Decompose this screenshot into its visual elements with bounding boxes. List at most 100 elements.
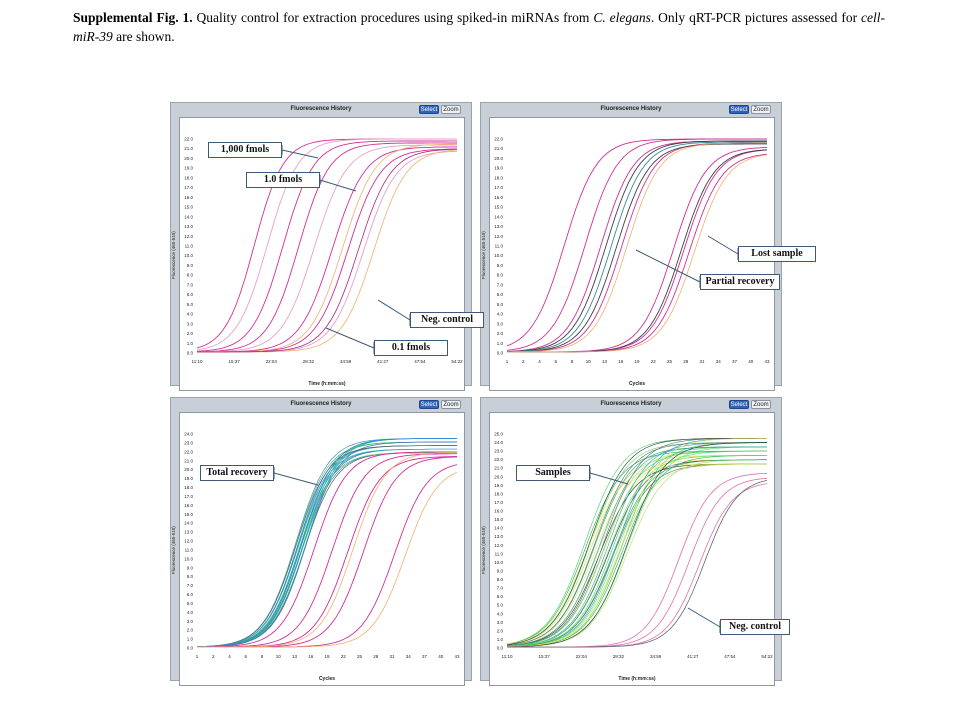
amplification-curve <box>197 451 458 648</box>
y-tick-label: 10.0 <box>494 253 503 258</box>
amplification-plot: 0.01.02.03.04.05.06.07.08.09.010.011.012… <box>184 432 460 660</box>
y-tick-label: 13.0 <box>494 534 503 539</box>
amplification-curve <box>506 442 767 648</box>
x-tick-label: 16 <box>618 359 624 364</box>
y-tick-label: 17.0 <box>494 500 503 505</box>
x-tick-label: 37 <box>422 654 428 659</box>
x-tick-label: 47:54 <box>414 359 426 364</box>
x-tick-label: 25 <box>667 359 673 364</box>
x-tick-label: 16 <box>308 654 314 659</box>
y-tick-label: 11.0 <box>495 244 504 249</box>
y-tick-label: 11.0 <box>185 547 194 552</box>
label-neg-control-bottom: Neg. control <box>720 619 790 635</box>
panel-title: Fluorescence History <box>600 401 662 407</box>
amplification-curve <box>196 142 457 353</box>
y-tick-label: 2.0 <box>497 628 504 633</box>
y-tick-label: 7.0 <box>187 583 194 588</box>
y-tick-label: 6.0 <box>187 292 194 297</box>
x-tick-label: 25 <box>357 654 363 659</box>
y-tick-label: 9.0 <box>187 565 194 570</box>
amplification-curve <box>197 464 458 648</box>
y-tick-label: 10.0 <box>184 253 193 258</box>
x-tick-label: 34 <box>716 359 722 364</box>
x-tick-label: 2 <box>212 654 215 659</box>
x-axis-label: Time (h:mm:ss) <box>308 381 346 387</box>
y-tick-label: 1.0 <box>497 637 504 642</box>
y-tick-label: 14.0 <box>494 526 503 531</box>
y-tick-label: 6.0 <box>187 592 194 597</box>
y-tick-label: 1.0 <box>187 637 194 642</box>
amplification-curve <box>196 448 457 648</box>
y-tick-label: 0.0 <box>187 646 194 651</box>
amplification-curve <box>196 144 457 353</box>
x-tick-label: 47:54 <box>724 654 736 659</box>
y-tick-label: 22.0 <box>494 457 503 462</box>
x-axis-label: Cycles <box>628 381 646 387</box>
x-tick-label: 4 <box>228 654 231 659</box>
x-tick-label: 28:32 <box>613 654 625 659</box>
y-tick-label: 3.0 <box>497 620 504 625</box>
y-tick-label: 20.0 <box>184 467 193 472</box>
zoom-button[interactable]: Zoom <box>441 400 461 409</box>
amplification-plot: 0.01.02.03.04.05.06.07.08.09.010.011.012… <box>494 137 770 365</box>
x-tick-label: 28 <box>373 654 379 659</box>
x-axis-label: Cycles <box>318 676 336 682</box>
amplification-curve <box>196 452 457 648</box>
select-button[interactable]: Select <box>419 400 439 409</box>
caption-text-2: . Only qRT-PCR pictures assessed for <box>650 10 862 25</box>
zoom-button[interactable]: Zoom <box>751 105 771 114</box>
label-partial-recovery: Partial recovery <box>700 274 780 290</box>
y-tick-label: 19.0 <box>494 166 503 171</box>
y-tick-label: 4.0 <box>187 610 194 615</box>
zoom-button[interactable]: Zoom <box>441 105 461 114</box>
x-tick-label: 15:37 <box>539 654 551 659</box>
y-tick-label: 3.0 <box>187 321 194 326</box>
y-tick-label: 9.0 <box>187 263 194 268</box>
amplification-curve <box>506 138 767 347</box>
panel-bottom-right: Fluorescence History Select Zoom Fluorescen… <box>480 397 782 686</box>
amplification-curve <box>506 459 767 646</box>
panel-top-left: Fluorescence History Select Zoom Fluorescen… <box>170 102 472 391</box>
y-tick-label: 14.0 <box>184 521 193 526</box>
y-tick-label: 17.0 <box>184 494 193 499</box>
select-button[interactable]: Select <box>729 105 749 114</box>
x-tick-label: 6 <box>554 359 557 364</box>
zoom-button[interactable]: Zoom <box>751 400 771 409</box>
y-tick-label: 16.0 <box>494 195 503 200</box>
x-tick-label: 10 <box>276 654 282 659</box>
y-tick-label: 17.0 <box>184 185 193 190</box>
amplification-curve <box>197 148 458 353</box>
x-tick-label: 37 <box>732 359 738 364</box>
label-total-recovery: Total recovery <box>200 465 274 481</box>
y-tick-label: 14.0 <box>184 214 193 219</box>
y-tick-label: 13.0 <box>184 224 193 229</box>
x-tick-label: 43 <box>454 654 460 659</box>
x-tick-label: 22:04 <box>576 654 588 659</box>
amplification-curve <box>507 480 768 648</box>
y-tick-label: 18.0 <box>184 175 193 180</box>
y-tick-label: 13.0 <box>184 530 193 535</box>
y-tick-label: 8.0 <box>187 273 194 278</box>
panel-title: Fluorescence History <box>600 106 662 112</box>
amplification-curve <box>506 141 767 353</box>
y-tick-label: 20.0 <box>494 474 503 479</box>
amplification-curve <box>197 456 458 648</box>
y-tick-label: 5.0 <box>497 302 504 307</box>
caption-species: C. elegans <box>593 10 651 25</box>
select-button[interactable]: Select <box>419 105 439 114</box>
y-tick-label: 15.0 <box>184 205 193 210</box>
x-axis-label: Time (h:mm:ss) <box>618 676 656 682</box>
y-tick-label: 1.0 <box>187 341 194 346</box>
amplification-curve <box>506 438 767 647</box>
y-tick-label: 22.0 <box>184 449 193 454</box>
y-tick-label: 6.0 <box>497 594 504 599</box>
amplification-curve <box>197 452 457 648</box>
select-button[interactable]: Select <box>729 400 749 409</box>
amplification-curve <box>196 445 457 647</box>
x-tick-label: 11:10 <box>192 359 203 364</box>
amplification-curve <box>506 140 767 352</box>
y-tick-label: 23.0 <box>184 440 193 445</box>
y-tick-label: 12.0 <box>494 234 503 239</box>
amplification-curve <box>506 455 767 646</box>
y-tick-label: 4.0 <box>187 312 194 317</box>
